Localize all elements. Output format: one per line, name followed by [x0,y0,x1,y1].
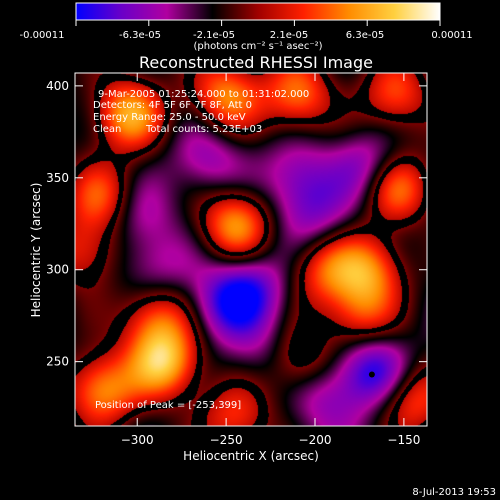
annotation-energy-range: Energy Range: 25.0 - 50.0 keV [93,112,246,123]
x-axis-label: Heliocentric X (arcsec) [183,449,319,463]
x-tick-label: −150 [387,433,420,447]
footer-date: 8-Jul-2013 19:53 [412,487,496,498]
annotation-detectors: Detectors: 4F 5F 6F 7F 8F, Att 0 [93,100,252,111]
y-tick-label: 350 [46,171,69,185]
y-axis-ticks: 250 300 350 400 [46,79,427,369]
y-tick-label: 250 [46,355,69,369]
y-axis-label: Heliocentric Y (arcsec) [29,183,43,318]
colorbar-tick-label: -6.3e-05 [119,30,161,41]
x-tick-label: −250 [210,433,243,447]
y-tick-label: 400 [46,79,69,93]
x-tick-label: −300 [121,433,154,447]
x-tick-label: −200 [299,433,332,447]
annotation-time-range: 9-Mar-2005 01:25:24.000 to 01:31:02.000 [98,89,309,100]
colorbar [75,2,441,21]
colorbar-ticks [75,20,441,26]
colorbar-tick-label: -2.1e-05 [193,30,235,41]
colorbar-tick-label: 6.3e-05 [346,30,384,41]
x-axis-ticks: −300 −250 −200 −150 [121,73,420,447]
chart-title: Reconstructed RHESSI Image [139,53,373,72]
colorbar-tick-label: -0.00011 [20,30,65,41]
y-tick-label: 300 [46,263,69,277]
colorbar-tick-label: 2.1e-05 [270,30,308,41]
annotation-total-counts: Total counts: 5.23E+03 [145,124,262,135]
colorbar-units: (photons cm⁻² s⁻¹ asec⁻²) [193,41,322,52]
plot-frame [74,72,428,427]
annotation-method: Clean [93,124,121,135]
peak-marker [368,371,375,378]
colorbar-tick-label: 0.00011 [431,30,472,41]
annotation-peak-position: Position of Peak = [-253,399] [95,400,241,411]
